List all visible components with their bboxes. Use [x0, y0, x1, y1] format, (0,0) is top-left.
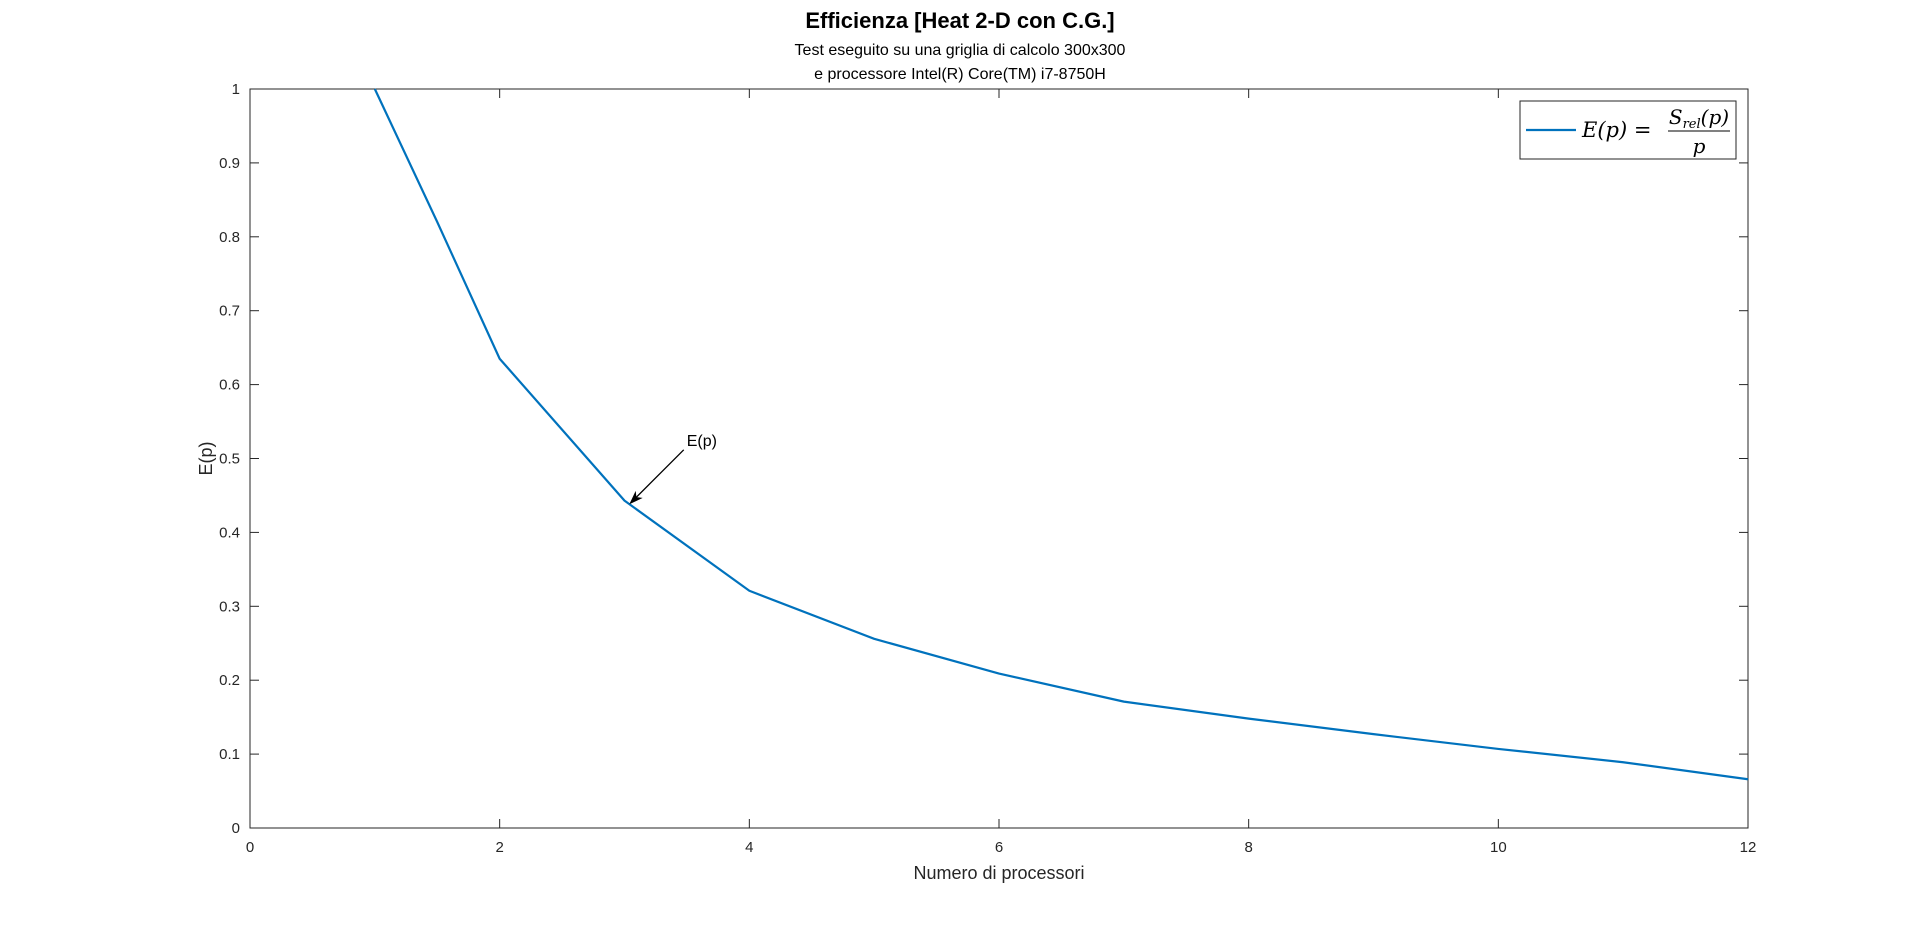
annotation-label: E(p): [687, 433, 717, 450]
y-axis-label: E(p): [196, 441, 216, 475]
x-tick-label: 10: [1490, 839, 1507, 856]
x-tick-label: 6: [995, 839, 1003, 856]
svg-text:E(p) =: E(p) =: [1581, 118, 1651, 142]
y-tick-label: 0.9: [219, 155, 240, 172]
chart-title: Efficienza [Heat 2-D con C.G.]: [805, 8, 1115, 33]
x-axis-label: Numero di processori: [913, 863, 1084, 883]
x-tick-label: 0: [246, 839, 254, 856]
x-tick-label: 2: [495, 839, 503, 856]
y-tick-label: 0: [232, 820, 240, 837]
y-tick-label: 0.8: [219, 229, 240, 246]
series-line-efficiency: [373, 88, 1749, 781]
annotation-arrow: [629, 449, 685, 505]
chart-subtitle-line-1: Test eseguito su una griglia di calcolo …: [794, 42, 1126, 59]
x-tick-label: 8: [1244, 839, 1252, 856]
y-tick-label: 0.3: [219, 598, 240, 615]
y-tick-label: 0.6: [219, 377, 240, 394]
svg-text:Srel(p): Srel(p): [1669, 105, 1729, 132]
legend-label-formula: E(p) = Srel(p)p: [1581, 105, 1730, 158]
svg-text:p: p: [1693, 134, 1706, 158]
y-tick-label: 0.7: [219, 303, 240, 320]
x-tick-label: 12: [1740, 839, 1757, 856]
y-tick-label: 0.5: [219, 451, 240, 468]
y-tick-label: 0.4: [219, 524, 240, 541]
plot-area-box: [249, 88, 1749, 829]
chart-subtitle-line-2: e processore Intel(R) Core(TM) i7-8750H: [814, 66, 1106, 83]
y-tick-label: 0.1: [219, 746, 240, 763]
y-tick-label: 0.2: [219, 672, 240, 689]
y-tick-label: 1: [232, 81, 240, 98]
x-tick-label: 4: [745, 839, 753, 856]
